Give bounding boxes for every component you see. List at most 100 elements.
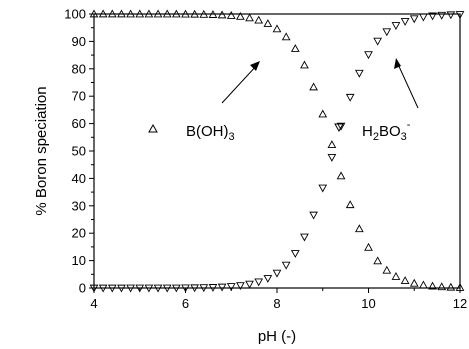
data-point-h2bo3 <box>419 13 428 22</box>
y-tick-label: 70 <box>72 89 86 104</box>
data-point-boh3 <box>391 272 401 280</box>
data-point-h2bo3 <box>345 93 355 102</box>
data-point-boh3 <box>400 276 410 284</box>
data-point-boh3 <box>162 9 172 18</box>
data-point-h2bo3 <box>144 284 154 293</box>
arrowhead-h2bo3 <box>394 58 401 69</box>
data-point-h2bo3 <box>272 269 282 278</box>
data-point-boh3 <box>382 265 392 274</box>
x-tick-label: 8 <box>273 296 280 311</box>
data-point-h2bo3 <box>126 284 135 293</box>
data-point-h2bo3 <box>135 284 145 293</box>
data-point-h2bo3 <box>391 22 401 30</box>
data-point-boh3 <box>245 13 254 22</box>
data-point-boh3 <box>345 200 355 209</box>
data-point-h2bo3 <box>428 12 437 21</box>
data-point-h2bo3 <box>226 283 236 291</box>
data-point-h2bo3 <box>199 284 209 293</box>
data-point-h2bo3 <box>281 261 291 270</box>
data-point-h2bo3 <box>89 284 99 293</box>
data-point-h2bo3 <box>364 51 373 60</box>
data-point-boh3 <box>428 281 437 290</box>
data-point-boh3 <box>354 224 364 233</box>
data-point-boh3 <box>126 9 135 18</box>
data-point-h2bo3 <box>409 15 419 24</box>
data-point-h2bo3 <box>254 278 264 287</box>
data-point-boh3 <box>135 9 145 18</box>
arrowhead-boh3 <box>250 61 260 71</box>
data-point-boh3 <box>281 32 291 41</box>
arrow-h2bo3 <box>396 61 419 109</box>
y-tick-label: 90 <box>72 34 86 49</box>
data-point-boh3 <box>236 11 245 20</box>
data-point-boh3 <box>455 282 465 291</box>
y-tick-label: 40 <box>72 171 86 186</box>
data-point-boh3 <box>318 109 328 118</box>
data-point-boh3 <box>208 10 218 18</box>
y-tick-label: 50 <box>72 144 86 159</box>
data-point-boh3 <box>437 282 447 291</box>
y-tick-label: 60 <box>72 116 86 131</box>
x-tick-label: 12 <box>453 296 467 311</box>
data-point-h2bo3 <box>354 69 364 78</box>
data-point-boh3 <box>181 9 190 18</box>
data-point-boh3 <box>300 60 309 69</box>
data-point-boh3 <box>409 278 419 287</box>
data-point-boh3 <box>226 11 236 19</box>
data-point-boh3 <box>107 9 117 18</box>
arrow-boh3 <box>221 63 259 104</box>
data-point-h2bo3 <box>162 284 172 293</box>
x-axis-ticks: 4 6 8 10 12 <box>90 288 467 311</box>
data-point-h2bo3 <box>309 211 318 220</box>
data-point-h2bo3 <box>290 250 300 258</box>
data-point-boh3 <box>263 19 273 27</box>
data-point-boh3 <box>117 9 126 18</box>
y-tick-label: 80 <box>72 61 86 76</box>
data-point-h2bo3 <box>400 18 410 26</box>
y-tick-label: 10 <box>72 253 86 268</box>
data-point-boh3 <box>199 9 209 18</box>
data-point-boh3 <box>309 82 318 91</box>
data-point-h2bo3 <box>300 233 309 242</box>
data-point-boh3 <box>98 9 108 18</box>
data-point-h2bo3 <box>245 280 254 289</box>
data-point-h2bo3 <box>181 284 190 293</box>
data-point-boh3 <box>364 242 373 251</box>
data-point-boh3 <box>144 9 154 18</box>
data-point-boh3 <box>171 9 181 18</box>
data-point-h2bo3 <box>437 11 447 20</box>
data-point-h2bo3 <box>455 11 465 20</box>
data-point-h2bo3 <box>98 284 108 293</box>
data-point-boh3 <box>446 282 456 291</box>
legend-label-h2bo3: H2BO3- <box>362 119 411 143</box>
data-point-h2bo3 <box>327 153 337 162</box>
x-tick-label: 4 <box>90 296 97 311</box>
y-tick-label: 100 <box>64 7 86 22</box>
data-point-h2bo3 <box>336 122 346 131</box>
data-point-boh3 <box>153 9 163 18</box>
data-point-h2bo3 <box>263 275 273 283</box>
data-point-h2bo3 <box>208 284 218 292</box>
y-axis-label: % Boron speciation <box>33 86 50 215</box>
series-boh3 <box>89 9 465 291</box>
data-point-h2bo3 <box>107 284 117 293</box>
data-point-h2bo3 <box>446 11 456 20</box>
legend-label-boh3: B(OH)3 <box>186 123 235 143</box>
data-point-boh3 <box>419 280 428 289</box>
data-point-h2bo3 <box>153 284 163 293</box>
x-tick-label: 10 <box>361 296 375 311</box>
data-point-boh3 <box>327 140 337 149</box>
data-point-boh3 <box>254 15 264 24</box>
y-tick-label: 30 <box>72 198 86 213</box>
data-point-h2bo3 <box>236 282 245 291</box>
data-point-boh3 <box>217 10 227 19</box>
data-point-h2bo3 <box>190 284 200 293</box>
x-axis-label: pH (-) <box>258 328 296 345</box>
series-h2bo3 <box>89 11 465 293</box>
x-tick-label: 6 <box>182 296 189 311</box>
data-point-h2bo3 <box>217 283 227 292</box>
data-point-h2bo3 <box>373 37 383 46</box>
data-point-boh3 <box>272 24 282 33</box>
data-point-h2bo3 <box>117 284 126 293</box>
